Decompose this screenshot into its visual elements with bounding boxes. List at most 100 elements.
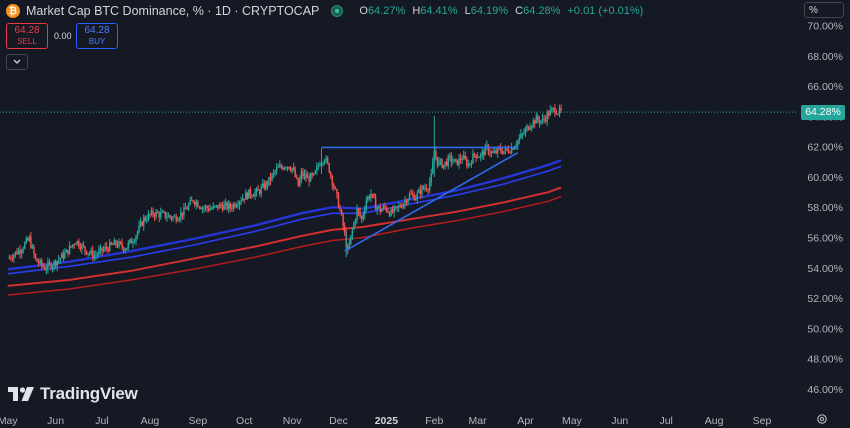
candle[interactable] [91, 245, 94, 262]
candle[interactable] [96, 251, 99, 259]
candle[interactable] [340, 208, 343, 216]
candle[interactable] [189, 196, 191, 206]
candle[interactable] [10, 255, 12, 262]
candle[interactable] [146, 215, 148, 224]
candle[interactable] [311, 172, 313, 179]
candle[interactable] [458, 154, 460, 169]
candle[interactable] [520, 128, 522, 140]
candle[interactable] [48, 258, 51, 267]
candle[interactable] [444, 161, 446, 170]
candle[interactable] [371, 193, 374, 199]
candle[interactable] [266, 180, 269, 190]
candle[interactable] [393, 204, 395, 218]
candle[interactable] [390, 207, 392, 217]
candle[interactable] [255, 186, 258, 197]
candle[interactable] [22, 246, 24, 254]
candle[interactable] [325, 155, 327, 164]
candle[interactable] [215, 204, 218, 208]
candle[interactable] [40, 257, 43, 270]
candle[interactable] [540, 120, 542, 126]
candle[interactable] [139, 217, 142, 228]
candle[interactable] [138, 220, 140, 234]
candle[interactable] [288, 166, 290, 170]
candle[interactable] [374, 193, 377, 210]
candle[interactable] [510, 142, 513, 155]
candle[interactable] [526, 123, 528, 132]
candle[interactable] [13, 253, 15, 263]
candle[interactable] [50, 261, 52, 271]
candle[interactable] [486, 140, 488, 151]
candle[interactable] [44, 262, 46, 271]
candle[interactable] [212, 202, 215, 210]
candle[interactable] [95, 249, 97, 261]
sell-button[interactable]: 64.28 SELL [6, 23, 48, 49]
candle[interactable] [331, 174, 334, 190]
candle[interactable] [107, 246, 109, 254]
candle[interactable] [240, 196, 242, 206]
candle[interactable] [149, 213, 151, 219]
candle[interactable] [33, 244, 35, 259]
candle[interactable] [475, 154, 477, 163]
candle[interactable] [479, 152, 482, 162]
candle[interactable] [159, 207, 162, 220]
candle[interactable] [435, 146, 437, 161]
candle[interactable] [549, 105, 551, 116]
candle[interactable] [257, 184, 259, 191]
candle[interactable] [112, 242, 114, 246]
candle[interactable] [118, 238, 120, 249]
candle[interactable] [300, 167, 303, 184]
candle[interactable] [404, 195, 406, 210]
candle[interactable] [8, 254, 11, 260]
candle[interactable] [67, 249, 69, 257]
candle[interactable] [19, 245, 21, 259]
candle[interactable] [551, 106, 553, 114]
candle[interactable] [428, 177, 431, 194]
candle[interactable] [529, 123, 531, 131]
candle[interactable] [342, 212, 344, 231]
candle[interactable] [271, 172, 273, 182]
candle[interactable] [224, 198, 227, 210]
candle[interactable] [45, 264, 48, 275]
candle[interactable] [415, 194, 417, 201]
candle[interactable] [481, 148, 483, 160]
candle[interactable] [473, 152, 476, 158]
candle[interactable] [527, 125, 530, 131]
candle[interactable] [445, 158, 448, 167]
candle[interactable] [507, 145, 510, 154]
moving-average-line-0[interactable] [7, 159, 562, 271]
candle[interactable] [204, 204, 207, 212]
candle[interactable] [68, 241, 71, 255]
candle[interactable] [201, 206, 204, 214]
gear-icon[interactable] [816, 413, 828, 425]
candle[interactable] [85, 250, 88, 256]
candle[interactable] [354, 218, 357, 227]
candle[interactable] [391, 205, 394, 214]
candle[interactable] [81, 242, 83, 255]
candle[interactable] [99, 244, 102, 255]
candle[interactable] [135, 234, 137, 246]
candle[interactable] [245, 189, 247, 200]
candle[interactable] [254, 188, 256, 200]
candle[interactable] [268, 176, 270, 187]
candle[interactable] [381, 207, 383, 213]
candle[interactable] [530, 124, 533, 132]
candle[interactable] [292, 162, 295, 172]
candle[interactable] [144, 215, 147, 222]
candle[interactable] [492, 147, 494, 154]
candle[interactable] [183, 203, 185, 220]
candle[interactable] [263, 180, 266, 191]
candle[interactable] [30, 231, 32, 250]
candle[interactable] [543, 114, 545, 124]
candle[interactable] [57, 254, 60, 265]
candle[interactable] [425, 184, 428, 192]
candle[interactable] [161, 209, 164, 213]
candle[interactable] [197, 200, 199, 208]
candle[interactable] [70, 245, 72, 249]
candle[interactable] [34, 253, 37, 261]
candle[interactable] [203, 205, 205, 213]
candle[interactable] [360, 215, 363, 224]
candle[interactable] [546, 109, 548, 126]
candle[interactable] [328, 162, 330, 174]
candle[interactable] [211, 206, 213, 210]
candle[interactable] [173, 213, 176, 218]
